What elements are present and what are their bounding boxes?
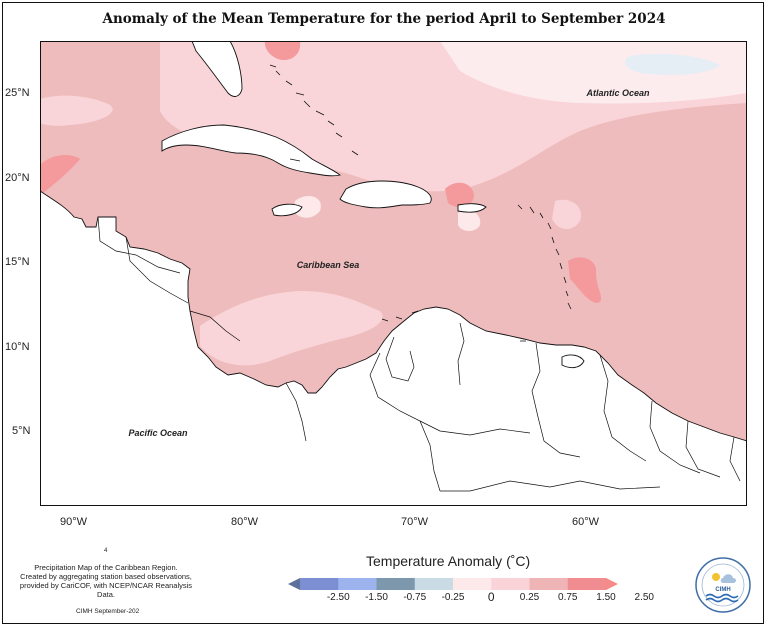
label-atlantic-ocean: Atlantic Ocean: [585, 88, 650, 98]
x-tick-label: 70°W: [401, 516, 429, 528]
caption-line: Precipitation Map of the Caribbean Regio…: [34, 563, 178, 572]
small-islands: [269, 64, 572, 342]
map-title: Anomaly of the Mean Temperature for the …: [102, 11, 666, 27]
land-trinidad: [561, 354, 585, 369]
x-tick-label: 60°W: [572, 516, 600, 528]
legend-tick-label: -0.25: [441, 592, 465, 603]
anomaly-zone-light-jamaica: [294, 196, 321, 218]
legend-tick-label: -1.50: [365, 592, 388, 603]
landmasses: [40, 41, 747, 506]
anomaly-zone-light-gulf: [40, 95, 113, 126]
footer-credit: CIMH September-202: [76, 608, 140, 615]
colorbar-extend-high: [606, 578, 618, 590]
legend-tick-label: 0.25: [519, 592, 540, 603]
anomaly-zone-warm-mexico: [40, 155, 80, 195]
x-tick-label: 90°W: [60, 516, 88, 528]
colorbar-cell: [567, 578, 607, 590]
label-pacific-ocean: Pacific Ocean: [128, 428, 188, 438]
anomaly-zone-warm-leeward: [568, 257, 602, 303]
land-cuba: [161, 124, 342, 177]
logo-text: CIMH: [715, 587, 730, 593]
colorbar-cell: [376, 578, 416, 590]
land-central-america: [40, 190, 747, 506]
legend-tick-label: 1.50: [596, 592, 616, 603]
caption-line: Created by aggregating station based obs…: [20, 572, 192, 581]
map-caption: Precipitation Map of the Caribbean Regio…: [16, 563, 196, 599]
y-tick-label: 25°N: [5, 87, 30, 99]
anomaly-zone-warm-florida: [264, 41, 301, 61]
y-tick-label: 15°N: [5, 256, 30, 268]
legend-title: Temperature Anomaly (˚C): [366, 553, 531, 569]
anomaly-zone-light-central: [200, 291, 383, 366]
land-puerto-rico: [457, 203, 487, 213]
legend-tick-label: 0.75: [558, 592, 578, 603]
colorbar-cell: [300, 578, 339, 590]
land-hispaniola: [339, 180, 432, 209]
legend-tick-label: 2.50: [634, 592, 654, 603]
y-tick-label: 10°N: [5, 341, 30, 353]
colorbar-cell: [414, 578, 454, 590]
anomaly-zone-light-pr: [458, 210, 481, 231]
caption-line: provided by CariCOF, with NCEP/NCAR Rean…: [19, 581, 193, 599]
stray-mark: 4: [104, 548, 108, 554]
map-panel: Atlantic Ocean Caribbean Sea Pacific Oce…: [40, 41, 747, 506]
anomaly-zone-light-bahamas-east: [552, 199, 581, 230]
anomaly-zone-cool-atlantic: [624, 53, 720, 75]
label-caribbean-sea: Caribbean Sea: [297, 260, 360, 270]
colorbar: [288, 578, 618, 590]
y-tick-label: 20°N: [5, 172, 30, 184]
legend-tick-label: 0: [487, 590, 495, 604]
colorbar-cell: [491, 578, 530, 590]
colorbar-extend-low: [288, 578, 300, 590]
map-border: [40, 41, 747, 506]
x-tick-label: 80°W: [231, 516, 259, 528]
country-borders: [97, 216, 741, 492]
land-florida: [191, 41, 243, 97]
anomaly-zone-warm-pr: [445, 182, 474, 208]
land-jamaica: [271, 203, 303, 217]
cimh-logo: CIMH: [695, 557, 751, 613]
colorbar-cell: [453, 578, 492, 590]
colorbar-cell: [338, 578, 377, 590]
colorbar-cell: [529, 578, 569, 590]
legend-tick-label: -0.75: [403, 592, 427, 603]
legend-tick-label: -2.50: [326, 592, 350, 603]
y-tick-label: 5°N: [12, 425, 31, 437]
